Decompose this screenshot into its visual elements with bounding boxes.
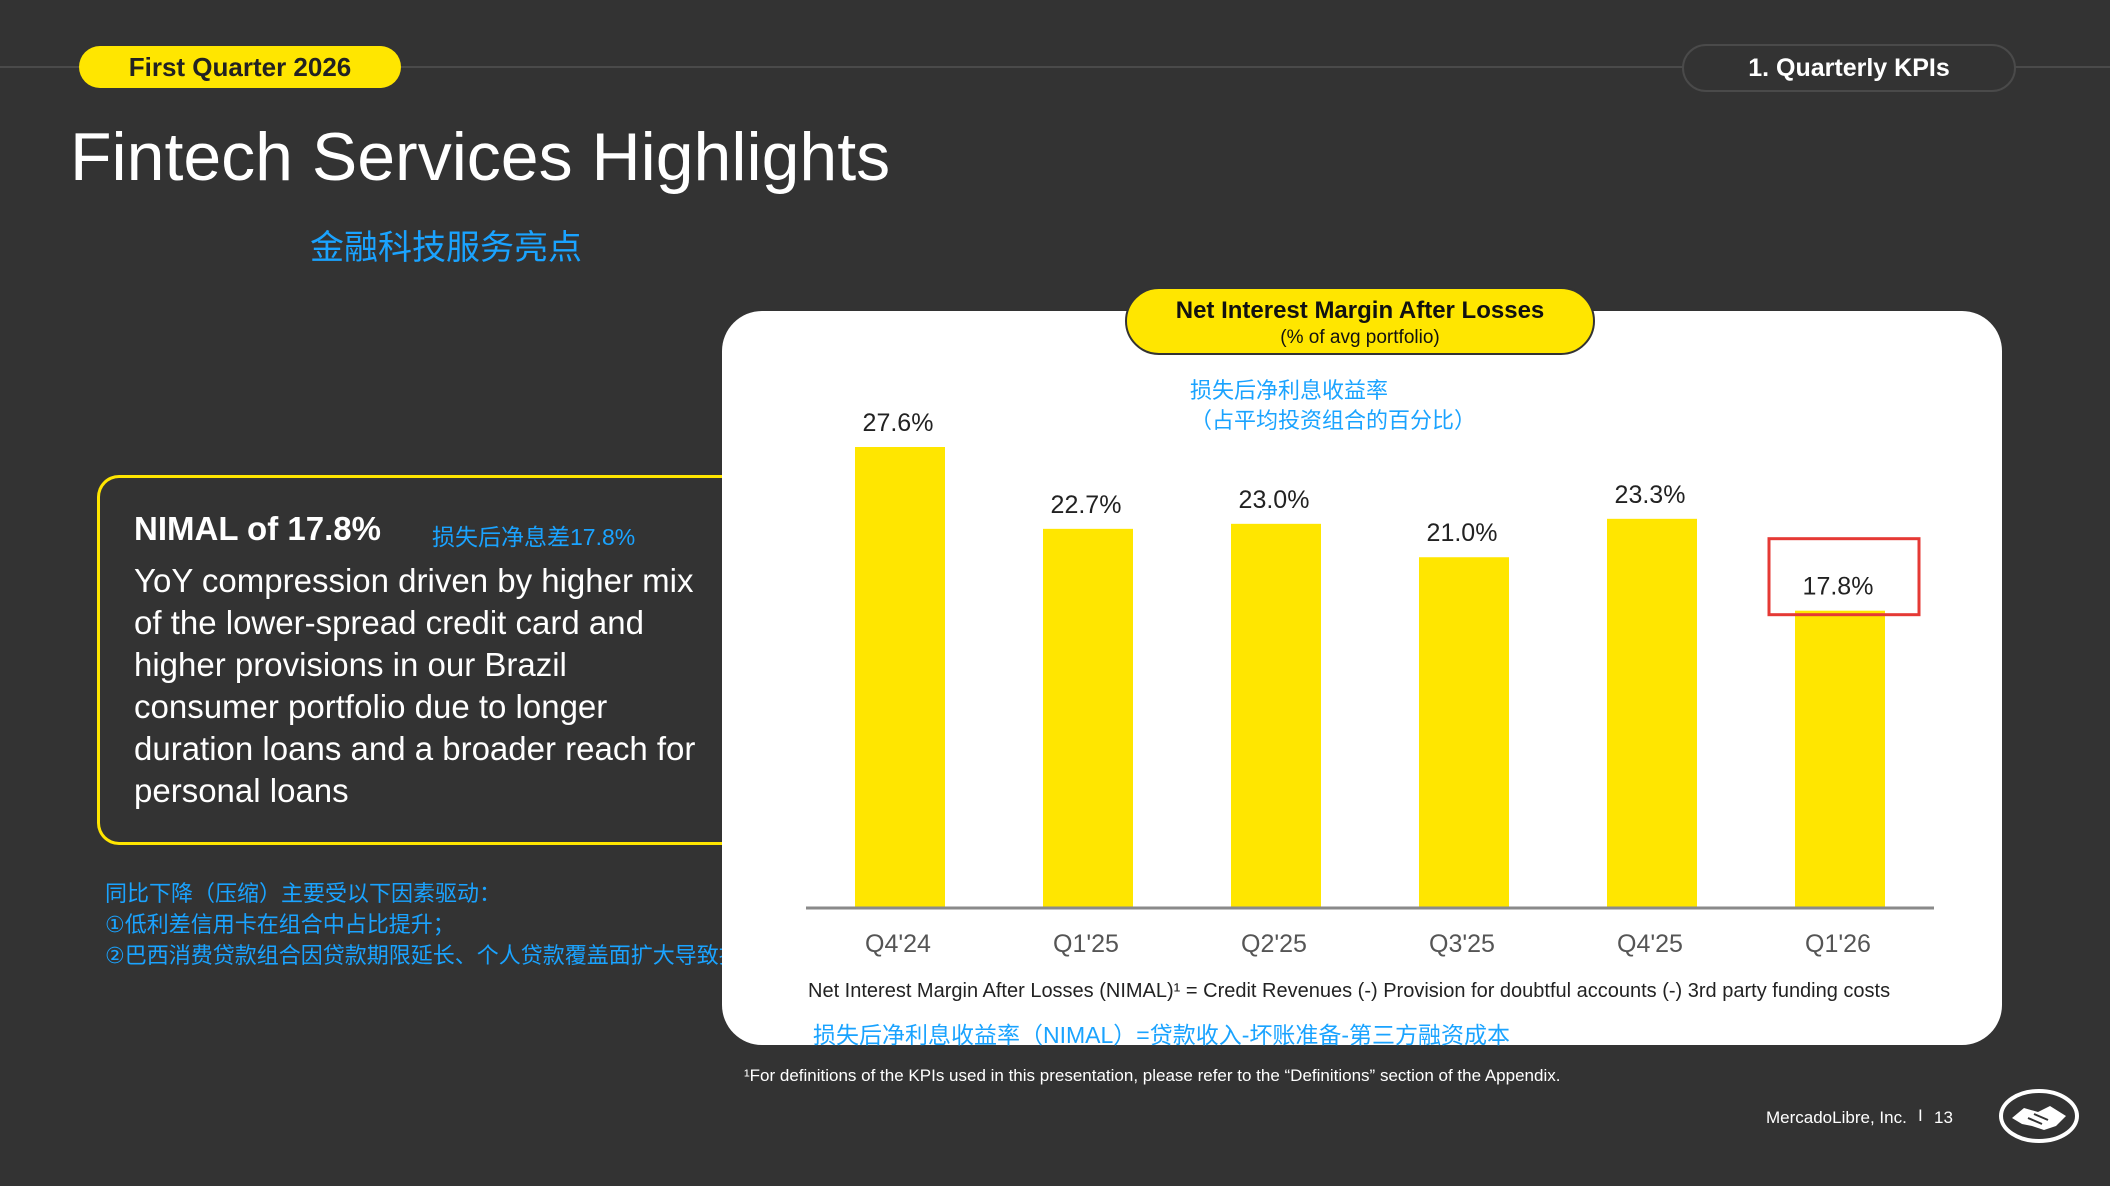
chart-title-cn-line1: 损失后净利息收益率 bbox=[1190, 378, 1389, 403]
bar bbox=[855, 447, 945, 908]
header-divider bbox=[0, 66, 2110, 68]
nimal-heading: NIMAL of 17.8% bbox=[134, 510, 381, 547]
page-subtitle-cn: 金融科技服务亮点 bbox=[310, 229, 582, 267]
notes-cn-line: ②巴西消费贷款组合因贷款期限延长、个人贷款覆盖面扩大导致拨备增加 bbox=[105, 943, 807, 968]
footer-company: MercadoLibre, Inc. bbox=[1766, 1108, 1907, 1127]
x-tick-label: Q4'24 bbox=[865, 930, 931, 958]
chart-subtitle: (% of avg portfolio) bbox=[1280, 327, 1440, 348]
notes-cn-line: 同比下降（压缩）主要受以下因素驱动： bbox=[105, 881, 502, 906]
bar bbox=[1231, 523, 1321, 908]
x-tick-label: Q3'25 bbox=[1429, 930, 1495, 958]
page-number: 13 bbox=[1934, 1108, 1953, 1127]
bar bbox=[1795, 610, 1885, 908]
notes-cn: 同比下降（压缩）主要受以下因素驱动： ①低利差信用卡在组合中占比提升； ②巴西消… bbox=[105, 878, 807, 971]
data-label: 22.7% bbox=[1051, 491, 1122, 519]
data-label: 21.0% bbox=[1427, 519, 1498, 547]
data-label: 23.3% bbox=[1615, 481, 1686, 509]
nimal-body-text: YoY compression driven by higher mix of … bbox=[134, 562, 696, 809]
data-label: 27.6% bbox=[863, 409, 934, 437]
chart-title-cn: 损失后净利息收益率 （占平均投资组合的百分比） bbox=[1190, 376, 1476, 436]
x-tick-label: Q2'25 bbox=[1241, 930, 1307, 958]
bar bbox=[1043, 528, 1133, 908]
data-label: 17.8% bbox=[1803, 573, 1874, 601]
chart-title-pill: Net Interest Margin After Losses (% of a… bbox=[1125, 287, 1595, 355]
nimal-callout-box bbox=[97, 475, 737, 845]
x-tick-label: Q4'25 bbox=[1617, 930, 1683, 958]
chart-title-cn-line2: （占平均投资组合的百分比） bbox=[1190, 408, 1477, 433]
nimal-heading-cn: 损失后净息差17.8% bbox=[432, 524, 636, 550]
x-tick-label: Q1'26 bbox=[1805, 930, 1871, 958]
data-label: 23.0% bbox=[1239, 486, 1310, 514]
x-tick-label: Q1'25 bbox=[1053, 930, 1119, 958]
highlight-box bbox=[1767, 537, 1921, 617]
chart-title: Net Interest Margin After Losses bbox=[1175, 297, 1545, 324]
nimal-formula-cn: 损失后净利息收益率（NIMAL）=贷款收入-坏账准备-第三方融资成本 bbox=[813, 1022, 1511, 1048]
bar bbox=[1419, 557, 1509, 908]
quarter-badge: First Quarter 2026 bbox=[79, 46, 401, 88]
footnote: ¹For definitions of the KPIs used in thi… bbox=[744, 1066, 1561, 1085]
page-title: Fintech Services Highlights bbox=[70, 119, 891, 195]
notes-cn-line: ①低利差信用卡在组合中占比提升； bbox=[105, 912, 455, 937]
section-badge: 1. Quarterly KPIs bbox=[1682, 44, 2016, 92]
nimal-formula: Net Interest Margin After Losses (NIMAL)… bbox=[808, 980, 1891, 1002]
footer-separator: I bbox=[1918, 1106, 1923, 1125]
bar bbox=[1607, 518, 1697, 908]
handshake-logo-icon bbox=[1999, 1089, 2079, 1143]
